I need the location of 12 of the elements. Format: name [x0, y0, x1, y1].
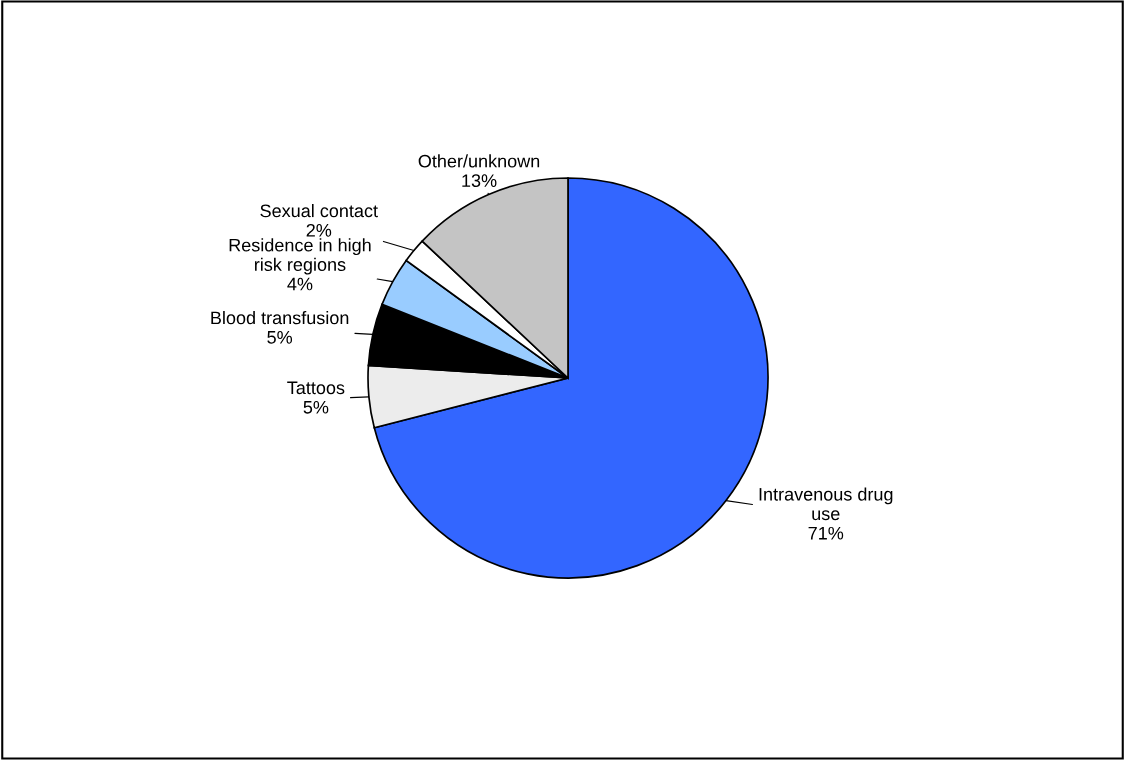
data-label: 4%	[287, 277, 313, 291]
data-label: 2%	[306, 223, 332, 237]
slice-label: Intravenous drug use	[759, 487, 893, 521]
slice-label: Sexual contact	[260, 204, 378, 218]
data-label: 71%	[808, 526, 844, 540]
slice-label: Tattoos	[287, 381, 345, 395]
data-label: 13%	[462, 174, 497, 187]
data-label: 5%	[303, 400, 329, 414]
legend-label: Residence in high risk regions	[229, 238, 371, 275]
slice-label: Blood transfusion	[211, 311, 349, 325]
slice-label: Other/unknown	[418, 154, 540, 168]
data-label: 5%	[267, 331, 293, 344]
